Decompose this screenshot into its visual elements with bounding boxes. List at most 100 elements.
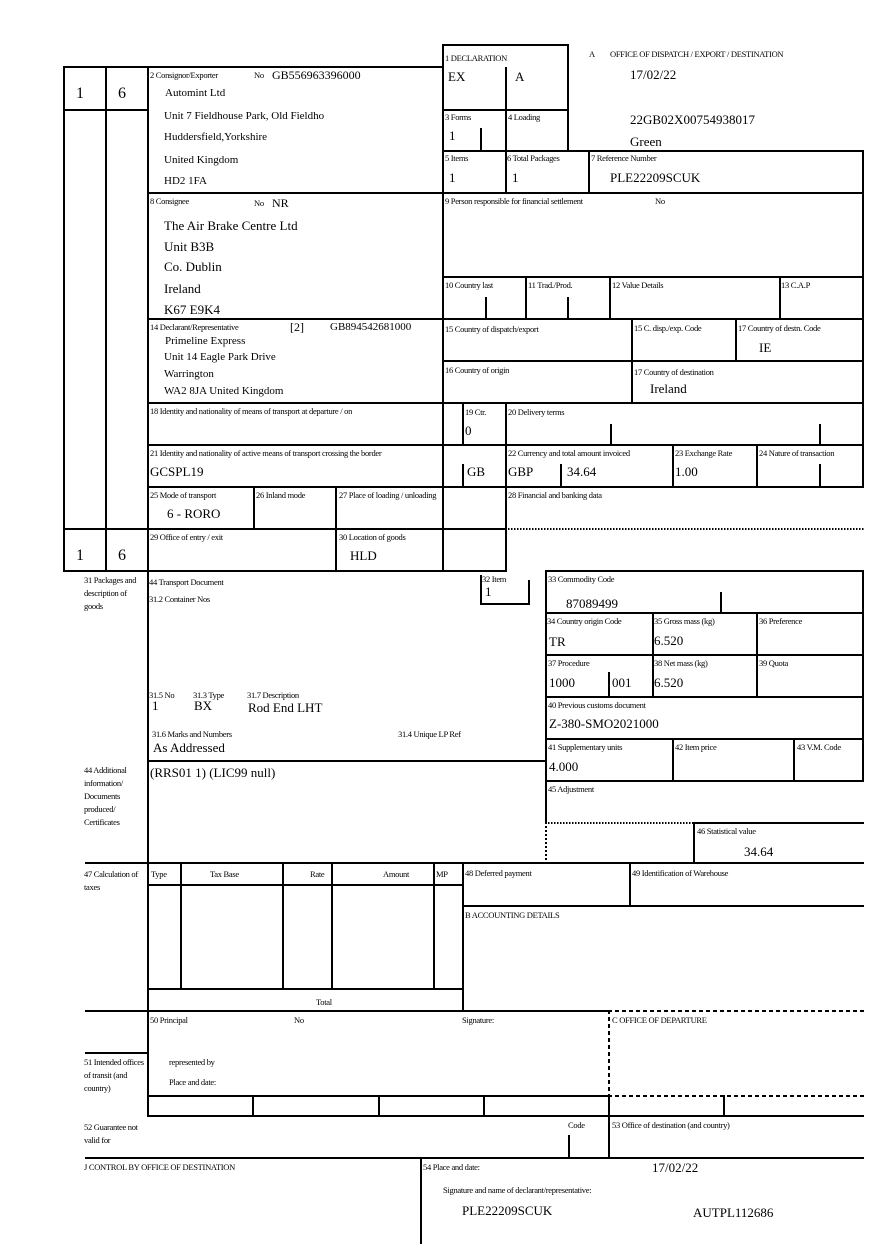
principal-signature-label: Signature: (462, 1015, 494, 1025)
signature-reference: PLE22209SCUK (462, 1203, 553, 1218)
grid-line (85, 1010, 610, 1012)
grid-line (63, 66, 65, 572)
declarant-line: Warrington (164, 368, 214, 380)
grid-line (480, 603, 530, 605)
transport-border-nationality: GB (467, 464, 486, 479)
grid-line (608, 1095, 864, 1097)
place-date-label: 54 Place and date: (423, 1162, 480, 1172)
grid-line (252, 1095, 254, 1117)
grid-line (105, 66, 107, 572)
grid-line (756, 444, 758, 488)
office-date: 17/02/22 (630, 67, 677, 82)
grid-line (545, 612, 864, 614)
grid-line (147, 884, 464, 886)
consignor-line: United Kingdom (164, 154, 239, 166)
marks-label: 31.6 Marks and Numbers (152, 729, 232, 739)
tax-column-header: Type (151, 869, 167, 879)
country-last-label: 10 Country last (445, 280, 493, 290)
grid-line (672, 444, 674, 488)
consignee-line: Ireland (164, 281, 201, 296)
grid-line (253, 486, 255, 530)
grid-line (693, 822, 864, 824)
loading-label: 4 Loading (508, 112, 541, 122)
forms-value: 1 (449, 128, 456, 143)
transport-mode-label: 25 Mode of transport (150, 490, 217, 500)
grid-line (433, 862, 435, 990)
grid-line (462, 464, 464, 488)
destination-label: 17 Country of destination (634, 367, 714, 377)
grid-line (147, 760, 547, 762)
reference-value: PLE22209SCUK (610, 170, 701, 185)
destination-value: Ireland (650, 381, 687, 396)
grid-line (723, 1095, 725, 1117)
deferred-label: 48 Deferred payment (465, 868, 532, 878)
description-label: 31.7 Description (247, 690, 299, 700)
total-packages-label: 6 Total Packages (507, 153, 560, 163)
grid-line (608, 1010, 610, 1097)
currency-label: 22 Currency and total amount invoiced (508, 448, 630, 458)
transport-doc-label: 44 Transport Document (149, 577, 224, 587)
grid-line (483, 1095, 485, 1117)
office-title: OFFICE OF DISPATCH / EXPORT / DESTINATIO… (610, 49, 784, 59)
preference-label: 36 Preference (759, 616, 803, 626)
grid-line (442, 109, 569, 111)
consignee-line: The Air Brake Centre Ltd (164, 218, 298, 233)
tax-column-header: MP (436, 869, 448, 879)
exchange-rate-value: 1.00 (675, 464, 698, 479)
grid-line (735, 318, 737, 362)
financial-data-label: 28 Financial and banking data (508, 490, 602, 500)
consignor-eori: GB556963396000 (272, 68, 361, 82)
grid-line (331, 862, 333, 990)
grid-line (609, 276, 611, 320)
route: Green (630, 134, 662, 149)
declarant-eori: GB894542681000 (330, 321, 412, 333)
origin-label: 16 Country of origin (445, 365, 510, 375)
items-label: 5 Items (445, 153, 469, 163)
origin-code-label: 34 Country origin Code (547, 616, 622, 626)
vm-code-label: 43 V.M. Code (797, 742, 841, 752)
grid-line (862, 150, 864, 194)
tax-total-label: Total (316, 997, 332, 1007)
grid-line (63, 570, 507, 572)
grid-line (282, 862, 284, 990)
grid-line (85, 1052, 149, 1054)
grid-line (442, 276, 864, 278)
signature-name: AUTPL112686 (693, 1205, 774, 1220)
description-value: Rod End LHT (248, 700, 323, 715)
goods-side-label: 31 Packages and description of goods (84, 575, 137, 611)
container-nos-label: 31.2 Container Nos (149, 594, 210, 604)
delivery-terms-label: 20 Delivery terms (508, 407, 565, 417)
grid-line (420, 1157, 422, 1244)
grid-line (85, 1157, 864, 1159)
commodity-label: 33 Commodity Code (548, 574, 615, 584)
consignee-line: K67 E9K4 (164, 302, 220, 317)
consignor-no-label: No (254, 70, 264, 80)
container-value: 0 (465, 423, 472, 438)
statistical-value: 34.64 (744, 844, 774, 859)
location-goods-label: 30 Location of goods (339, 532, 406, 542)
nature-transaction-label: 24 Nature of transaction (759, 448, 835, 458)
grid-line (567, 297, 569, 320)
place-loading-label: 27 Place of loading / unloading (339, 490, 437, 500)
grid-line (528, 580, 530, 605)
grid-line (568, 1135, 570, 1159)
consignor-line: Automint Ltd (165, 87, 226, 99)
declarant-line: WA2 8JA United Kingdom (164, 385, 284, 397)
grid-line (545, 780, 864, 782)
principal-label: 50 Principal (150, 1015, 188, 1025)
tax-column-header: Tax Base (210, 869, 239, 879)
package-type-value: BX (194, 698, 213, 713)
cap-label: 13 C.A.P (781, 280, 811, 290)
grid-line (378, 1095, 380, 1117)
copy-number: 6 (118, 85, 126, 102)
grid-line (545, 738, 864, 740)
copy-number: 1 (76, 85, 84, 102)
consignee-line: Co. Dublin (164, 259, 222, 274)
declaration-label: 1 DECLARATION (445, 53, 507, 63)
consignor-line: Unit 7 Fieldhouse Park, Old Fieldho (164, 110, 325, 122)
grid-line (862, 192, 864, 488)
grid-line (720, 592, 722, 614)
net-mass-label: 38 Net mass (kg) (654, 658, 708, 668)
grid-line (629, 862, 631, 907)
